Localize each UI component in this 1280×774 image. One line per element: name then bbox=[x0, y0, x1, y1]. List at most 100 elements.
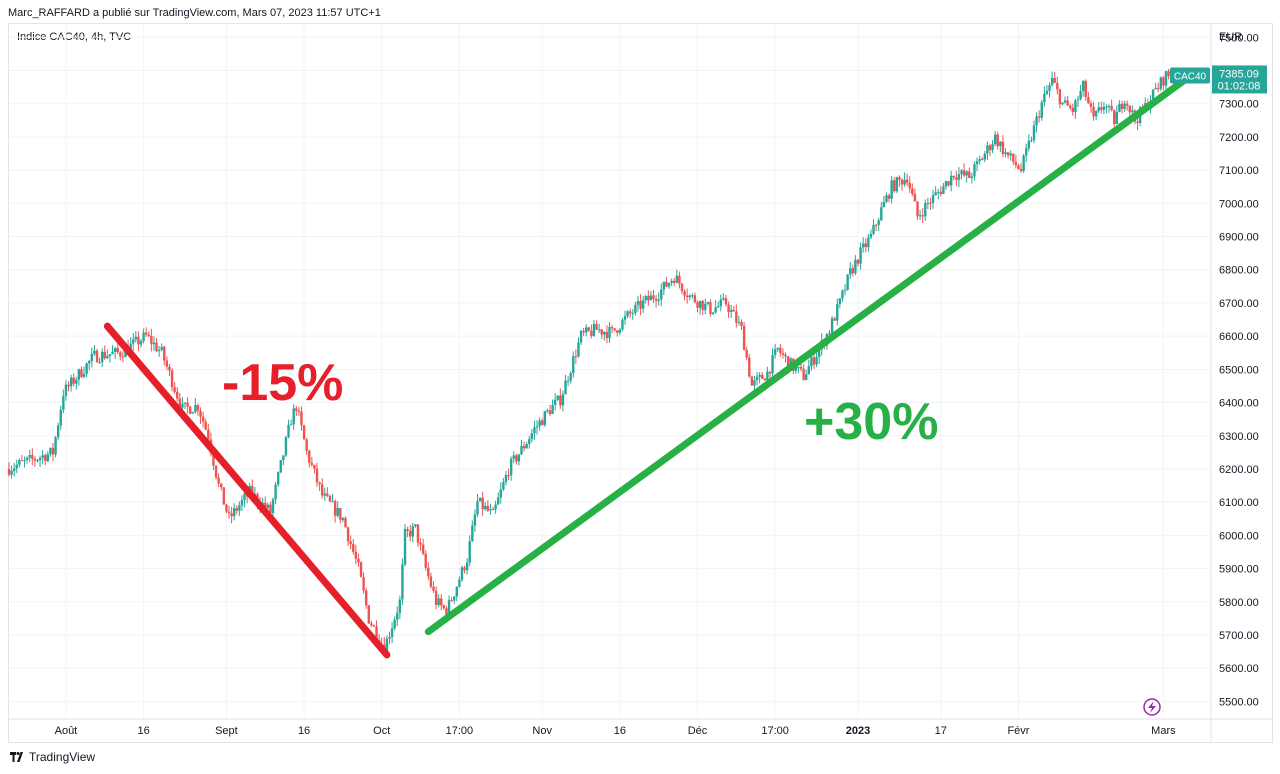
candle-body bbox=[67, 384, 70, 387]
candle-body bbox=[33, 458, 37, 461]
candle bbox=[478, 497, 482, 502]
candle bbox=[465, 558, 469, 575]
candle bbox=[59, 405, 62, 430]
candle-body bbox=[1032, 125, 1036, 141]
candle-body bbox=[134, 336, 138, 340]
candle-body bbox=[830, 318, 834, 333]
candle bbox=[274, 482, 277, 505]
candle bbox=[62, 389, 65, 414]
candle-body bbox=[986, 145, 989, 154]
candle bbox=[1045, 85, 1049, 96]
price-tick-label: 5500.00 bbox=[1219, 696, 1259, 708]
candle-body bbox=[812, 357, 816, 365]
candle bbox=[1159, 76, 1163, 92]
candle-body bbox=[507, 474, 510, 476]
candle bbox=[704, 298, 707, 315]
candle bbox=[541, 418, 544, 426]
candle-body bbox=[667, 283, 671, 287]
candle bbox=[916, 201, 919, 220]
candle bbox=[168, 363, 171, 376]
candle-body bbox=[364, 590, 368, 606]
candle bbox=[856, 259, 860, 267]
candle bbox=[691, 293, 694, 299]
price-tick-label: 6300.00 bbox=[1219, 431, 1259, 443]
candle bbox=[504, 470, 508, 486]
candle-body bbox=[447, 600, 451, 617]
price-tick-label: 6000.00 bbox=[1219, 530, 1259, 542]
candle-body bbox=[1094, 111, 1098, 117]
candle bbox=[957, 167, 961, 187]
candle bbox=[111, 345, 114, 355]
price-tick-label: 6700.00 bbox=[1219, 298, 1259, 310]
candle-body bbox=[828, 332, 831, 334]
candle bbox=[729, 304, 733, 318]
candle-body bbox=[396, 612, 399, 620]
candle bbox=[776, 347, 779, 352]
candle bbox=[616, 330, 619, 337]
candle-body bbox=[1102, 106, 1106, 110]
candle bbox=[652, 289, 655, 304]
candle bbox=[196, 403, 200, 416]
candle bbox=[748, 353, 751, 378]
footer-brand: TradingView bbox=[29, 750, 96, 764]
candle-body bbox=[918, 215, 922, 217]
candle-body bbox=[204, 421, 207, 430]
candle bbox=[885, 192, 888, 204]
candle-body bbox=[1035, 116, 1038, 126]
candle bbox=[165, 356, 169, 371]
candle-body bbox=[230, 513, 233, 517]
candle-body bbox=[305, 439, 308, 451]
candle-body bbox=[610, 327, 614, 329]
candle-body bbox=[781, 353, 785, 355]
candle-body bbox=[706, 302, 710, 304]
candle-body bbox=[25, 457, 29, 461]
candle bbox=[305, 437, 308, 456]
candle bbox=[367, 604, 370, 624]
candle-body bbox=[773, 349, 777, 355]
candle bbox=[877, 217, 880, 232]
candle bbox=[688, 294, 691, 301]
candle bbox=[499, 482, 502, 504]
candle-body bbox=[497, 497, 500, 505]
candle-body bbox=[367, 605, 370, 624]
candle bbox=[773, 343, 777, 359]
footer[interactable]: TradingView bbox=[10, 750, 95, 764]
candle bbox=[952, 175, 955, 181]
lightning-icon[interactable] bbox=[1143, 698, 1161, 716]
candle-body bbox=[80, 369, 83, 377]
candle-body bbox=[173, 387, 176, 392]
candle-body bbox=[553, 399, 557, 406]
candle bbox=[882, 195, 886, 208]
candle-body bbox=[556, 395, 559, 400]
candle-body bbox=[424, 553, 427, 568]
candle-body bbox=[320, 484, 324, 496]
candle-body bbox=[302, 425, 306, 440]
candle-body bbox=[440, 598, 443, 606]
candle-body bbox=[139, 340, 143, 345]
candle bbox=[183, 402, 187, 410]
candle bbox=[72, 373, 75, 387]
price-tick-label: 6400.00 bbox=[1219, 398, 1259, 410]
time-tick-label: Sept bbox=[215, 725, 238, 737]
candle bbox=[75, 376, 78, 390]
candle bbox=[517, 454, 521, 466]
candle bbox=[1162, 75, 1165, 91]
candle bbox=[533, 420, 536, 441]
candle bbox=[1118, 100, 1121, 113]
candle-body bbox=[191, 412, 194, 414]
candle-body bbox=[432, 586, 435, 591]
candle-body bbox=[31, 455, 34, 459]
candle-body bbox=[1128, 105, 1131, 113]
candle-body bbox=[711, 312, 715, 315]
candle bbox=[398, 595, 402, 620]
trend-line-decline bbox=[103, 322, 391, 659]
candle-body bbox=[1014, 161, 1018, 166]
candle bbox=[1050, 71, 1054, 87]
candle-body bbox=[328, 495, 332, 502]
candle bbox=[913, 188, 917, 202]
candle-body bbox=[833, 318, 836, 321]
candle-body bbox=[1012, 153, 1015, 162]
candle-body bbox=[1056, 82, 1059, 90]
candle-body bbox=[996, 134, 999, 147]
